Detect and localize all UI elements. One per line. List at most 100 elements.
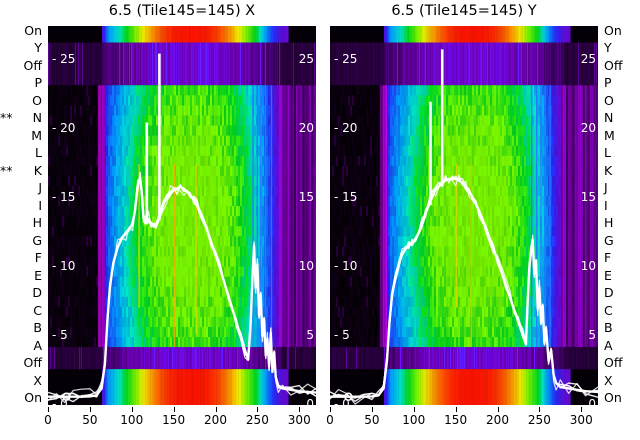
warm-streak [138,163,140,308]
category-label-k-8: K [33,162,42,178]
category-axis-right: On Y Off P O N M L K J I H G F E D C B A Off X On [600,23,640,405]
x-tick-label-0: 0 [44,413,52,427]
profile-trace [330,49,598,405]
inner-y-tick-25: - 25 [52,52,76,67]
inner-y-tick-25: 25 [580,52,596,67]
category-label-l-7: L [35,145,42,161]
x-tick-label-150: 150 [444,413,468,427]
category-label-g-12: G [32,232,42,248]
category-label-d-15: D [32,285,42,301]
inner-y-tick-5: 5 [588,328,596,343]
x-tick-mark-250 [539,407,541,412]
x-tick-label-200: 200 [486,413,509,427]
category-label-m-6: M [604,127,615,143]
x-tick-label-300: 300 [287,413,311,427]
x-tick-mark-300 [299,407,301,412]
x-tick-mark-150 [173,407,175,412]
inner-y-tick-0: 0 [306,397,314,405]
x-tick-label-0: 0 [326,413,334,427]
x-axis-left: 0 50 100 150 200 250 300 [44,407,316,437]
band-upper-dark [330,42,598,86]
category-label-x-20: X [33,372,42,388]
category-label-g-12: G [604,232,614,248]
category-label-j-9: J [604,180,608,196]
x-tick-mark-50 [371,407,373,412]
inner-y-tick-5: - 5 [334,328,350,343]
x-tick-mark-200 [497,407,499,412]
category-label-h-11: H [32,215,42,231]
x-axis-right: 0 50 100 150 200 250 300 [326,407,598,437]
x-tick-label-100: 100 [402,413,426,427]
inner-y-tick-5: 5 [306,328,314,343]
spectrogram-panel-x[interactable]: - 0 - 5 - 10 - 15 - 20 - 25 0 5 10 15 20 25 [48,26,316,405]
x-tick-label-250: 250 [245,413,269,427]
category-label-on-21: On [604,390,622,405]
inner-y-tick-25: 25 [298,52,314,67]
category-label-d-15: D [604,285,614,301]
category-label-y-1: Y [604,40,612,56]
category-label-b-17: B [33,320,42,336]
baseline-marker [344,392,353,401]
category-label-m-6: M [31,127,42,143]
blue-streak [259,85,262,348]
x-tick-mark-250 [257,407,259,412]
blue-streak [531,85,533,348]
inner-y-tick-20: 20 [580,121,596,136]
category-label-j-9: J [38,180,42,196]
category-label-on-21: On [24,390,42,405]
category-star-marker-n: ** [0,110,13,126]
category-label-y-1: Y [34,40,42,56]
inner-y-tick-0: 0 [588,397,596,405]
x-tick-mark-100 [131,407,133,412]
x-tick-mark-200 [215,407,217,412]
baseline-marker [62,392,71,401]
blue-streak [264,85,267,348]
inner-y-tick-15: 15 [580,190,596,205]
inner-y-tick-10: - 10 [52,259,76,274]
warm-streak [455,163,457,308]
category-label-e-14: E [604,267,612,283]
blue-streak [270,85,273,348]
warm-streak [173,163,175,374]
x-tick-label-150: 150 [162,413,186,427]
x-tick-label-100: 100 [120,413,144,427]
band-main-body [48,85,316,374]
category-label-l-7: L [604,145,611,161]
category-label-a-18: A [604,337,613,353]
inner-y-tick-10: - 10 [334,259,358,274]
inner-y-tick-20: 20 [298,121,314,136]
spectrogram-image [48,26,316,405]
category-label-off-19: Off [23,355,42,371]
category-label-off-19: Off [604,355,623,371]
inner-y-tick-20: - 20 [334,121,358,136]
category-label-i-10: I [38,197,42,213]
spectrogram-panel-y[interactable]: - 0 - 5 - 10 - 15 - 20 - 25 0 5 10 15 20 25 [330,26,598,405]
category-label-on-0: On [24,23,42,38]
category-label-p-3: P [34,75,42,91]
blue-streak [256,85,258,348]
inner-y-tick-15: - 15 [52,190,76,205]
profile-trace [48,53,316,404]
band-top-rainbow [102,26,289,43]
inner-y-tick-20: - 20 [52,121,76,136]
category-label-n-5: N [32,110,42,126]
x-tick-label-50: 50 [82,413,98,427]
inner-y-tick-0: - 0 [334,397,350,405]
x-tick-label-200: 200 [204,413,227,427]
inner-y-tick-0: - 0 [52,397,68,405]
inner-y-tick-10: 10 [298,259,314,274]
category-label-on-0: On [604,23,622,38]
band-main-body [330,85,598,374]
warm-streak [470,163,472,374]
x-tick-mark-150 [455,407,457,412]
inner-y-tick-5: - 5 [52,328,68,343]
x-tick-label-50: 50 [364,413,380,427]
category-label-x-20: X [604,372,613,388]
x-tick-mark-300 [581,407,583,412]
panel-title-x: 6.5 (Tile145=145) X [108,3,256,19]
category-label-h-11: H [604,215,614,231]
category-label-n-5: N [604,110,614,126]
x-tick-label-300: 300 [569,413,593,427]
band-top-rainbow [384,26,571,43]
